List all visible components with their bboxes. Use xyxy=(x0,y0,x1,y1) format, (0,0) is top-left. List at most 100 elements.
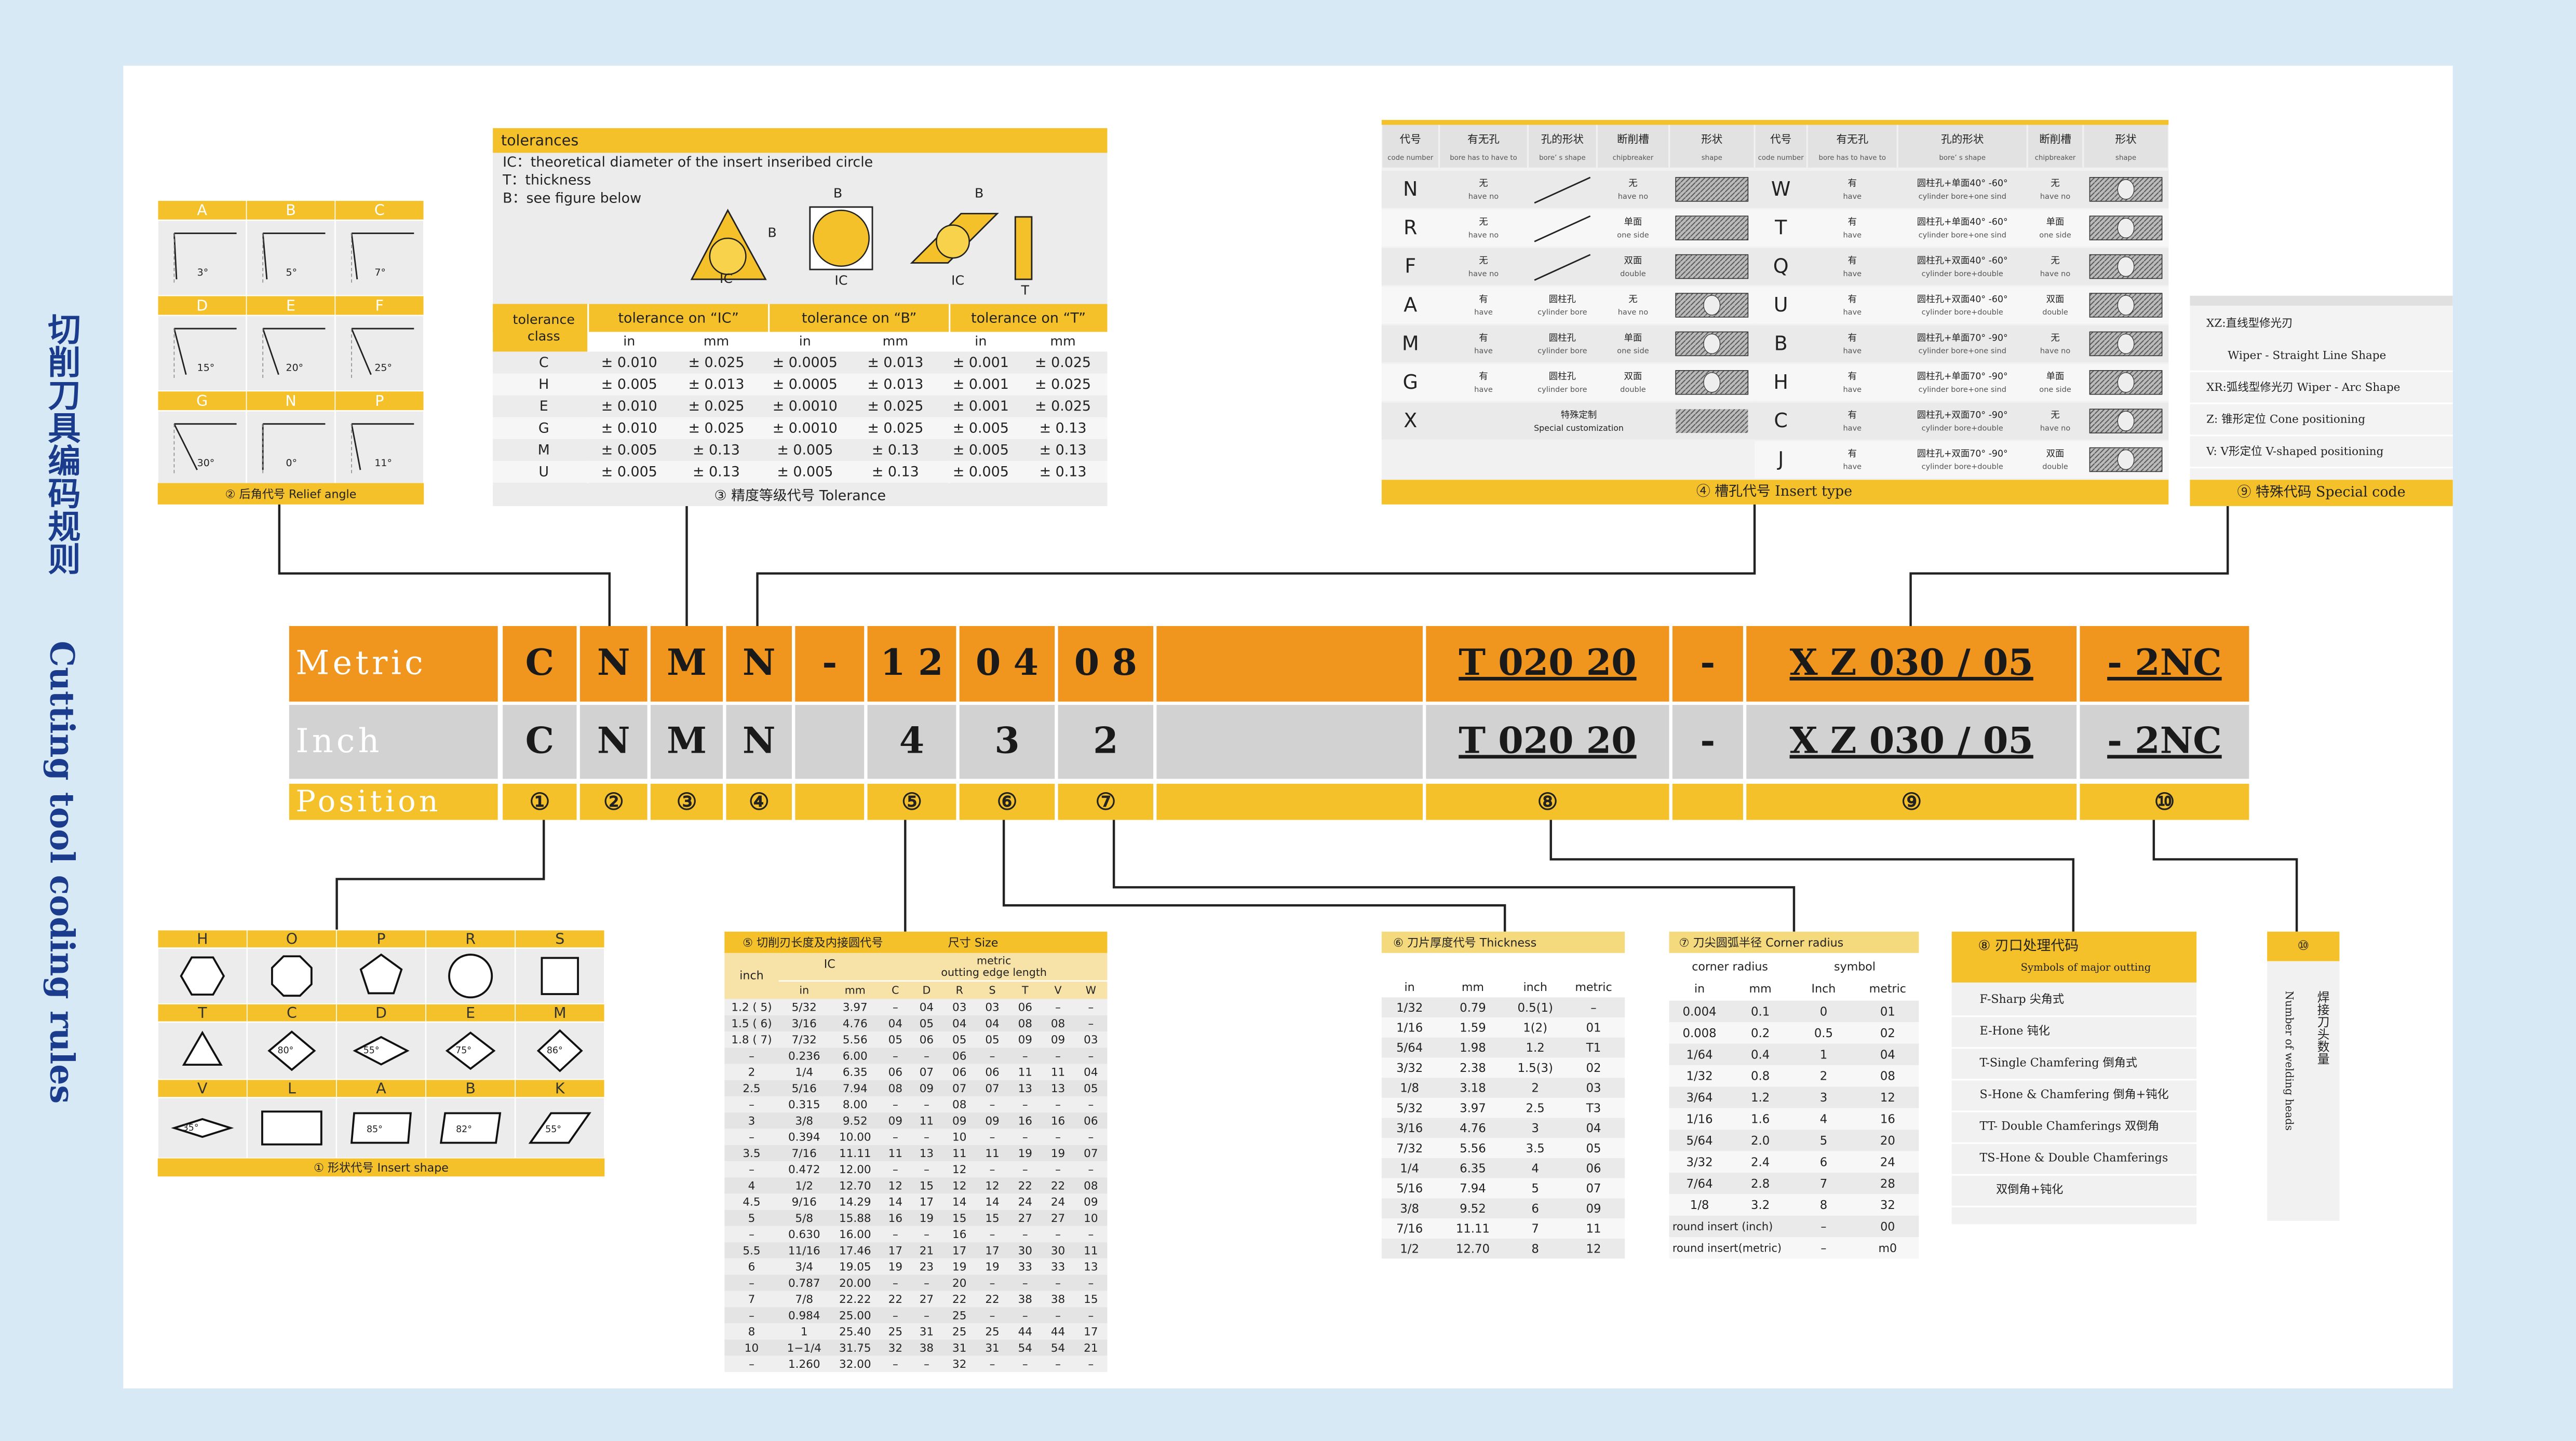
cell: 10 xyxy=(952,1131,966,1144)
cell: 单面 xyxy=(1624,333,1642,343)
cell: – xyxy=(924,1228,929,1241)
cell: ± 0.013 xyxy=(688,376,744,392)
cell: 双面 xyxy=(1624,372,1642,382)
row-bg xyxy=(1669,1151,1919,1173)
cell: 7 xyxy=(1820,1177,1827,1191)
cell: 16 xyxy=(952,1228,966,1241)
code-cell-text: - xyxy=(1700,642,1715,684)
code-cell xyxy=(1156,783,1423,820)
cell: – xyxy=(893,1228,898,1241)
cell-en: have no xyxy=(1618,192,1649,201)
header-bar xyxy=(2267,931,2340,961)
code-bar xyxy=(515,1003,605,1023)
cell: 7/16 xyxy=(792,1147,817,1160)
code-cell xyxy=(1746,783,2077,820)
cell: 14.29 xyxy=(839,1196,871,1209)
relief-code: B xyxy=(286,202,296,219)
row-bg xyxy=(724,1161,1108,1178)
cell: 有 xyxy=(1848,333,1857,343)
cell: 0.394 xyxy=(788,1131,820,1144)
cell: ± 0.025 xyxy=(867,398,923,414)
cell: 8.00 xyxy=(843,1098,868,1111)
code-cell-text: - xyxy=(1700,719,1715,762)
shape-code: L xyxy=(288,1080,296,1097)
cell: 38 xyxy=(1051,1293,1065,1306)
code-cell-text: X Z 030 / 05 xyxy=(1790,719,2033,762)
special-line: Z: 锥形定位 Cone positioning xyxy=(2206,413,2365,426)
cell: 10.00 xyxy=(839,1131,871,1144)
cell: 04 xyxy=(920,1001,934,1014)
cell: 5.5 xyxy=(743,1244,760,1257)
cell: 2.8 xyxy=(1751,1177,1770,1191)
cell: – xyxy=(1820,1242,1826,1255)
shape-code: O xyxy=(286,931,298,948)
code-cell xyxy=(1156,626,1423,702)
shape-bore xyxy=(2117,295,2135,316)
insert-shape xyxy=(182,1030,223,1066)
header-en: shape xyxy=(2115,154,2136,162)
cell: – xyxy=(1055,1277,1061,1290)
cell: 5.56 xyxy=(843,1034,868,1046)
shape-image xyxy=(1676,409,1748,433)
cell-en: double xyxy=(2042,308,2068,317)
unit: mm xyxy=(704,333,729,348)
caption: ③ 精度等级代号 Tolerance xyxy=(714,487,886,504)
code-cell xyxy=(726,783,792,820)
shape-bore xyxy=(2117,179,2135,200)
header-bar xyxy=(493,304,588,352)
cell: 1.5 ( 6) xyxy=(731,1017,772,1030)
cell: 10 xyxy=(745,1342,759,1355)
cell: 30 xyxy=(1051,1244,1065,1257)
header-bg xyxy=(1440,125,1527,168)
cell: ± 0.005 xyxy=(601,442,657,458)
type-code: U xyxy=(1774,293,1788,316)
cell: – xyxy=(1088,1309,1094,1322)
relief-angle: 0° xyxy=(286,457,298,469)
cell: ± 0.025 xyxy=(1035,355,1091,371)
header-bg xyxy=(2028,125,2083,168)
header-en: bore’ s shape xyxy=(1539,154,1586,162)
cell: 06 xyxy=(1586,1162,1601,1176)
cell: 14 xyxy=(952,1196,966,1209)
shape-bore xyxy=(2117,256,2135,277)
cell: 24 xyxy=(1880,1155,1895,1169)
header: 形状 xyxy=(1701,133,1722,145)
cell: 8 xyxy=(748,1326,756,1339)
header: mm xyxy=(845,984,866,997)
panel-title: ⑧ 刃口处理代码 xyxy=(1978,938,2079,954)
cell: 15.88 xyxy=(839,1212,871,1225)
cell: 06 xyxy=(920,1034,934,1046)
cell: 有 xyxy=(1848,179,1857,189)
cell: 3.18 xyxy=(1460,1082,1486,1095)
cell: 无 xyxy=(1628,294,1637,305)
cell: 有 xyxy=(1848,255,1857,266)
shape-angle: 55° xyxy=(363,1045,380,1056)
code-cell xyxy=(1746,704,2077,779)
row-bg xyxy=(724,1112,1108,1129)
row-bg xyxy=(1669,1000,1919,1023)
cell: 有 xyxy=(1479,294,1488,305)
cell: – xyxy=(1590,1001,1596,1015)
cell-bg xyxy=(334,219,425,297)
cell: – xyxy=(990,1309,995,1322)
cell: 4 xyxy=(748,1179,756,1192)
row-bg xyxy=(1669,1043,1919,1065)
cell: – xyxy=(749,1050,754,1063)
code-cell xyxy=(1058,626,1154,702)
row-bg xyxy=(724,1209,1108,1226)
cell: 3/8 xyxy=(1400,1202,1419,1216)
edge-item: TT- Double Chamferings 双倒角 xyxy=(1980,1119,2160,1133)
caption-bar xyxy=(157,1158,605,1177)
row-bg xyxy=(724,1129,1108,1145)
cell: 7/8 xyxy=(795,1293,813,1306)
header: R xyxy=(956,984,963,997)
cell: – xyxy=(990,1277,995,1290)
cell: – xyxy=(1055,1098,1061,1111)
cell: 32 xyxy=(952,1358,966,1371)
code-cell-text: ④ xyxy=(749,788,770,815)
shape-bore xyxy=(2117,372,2135,393)
cell-bg xyxy=(246,315,336,392)
shape-code: K xyxy=(555,1080,565,1097)
connector xyxy=(1002,820,1506,932)
header-en: code number xyxy=(1758,154,1804,162)
